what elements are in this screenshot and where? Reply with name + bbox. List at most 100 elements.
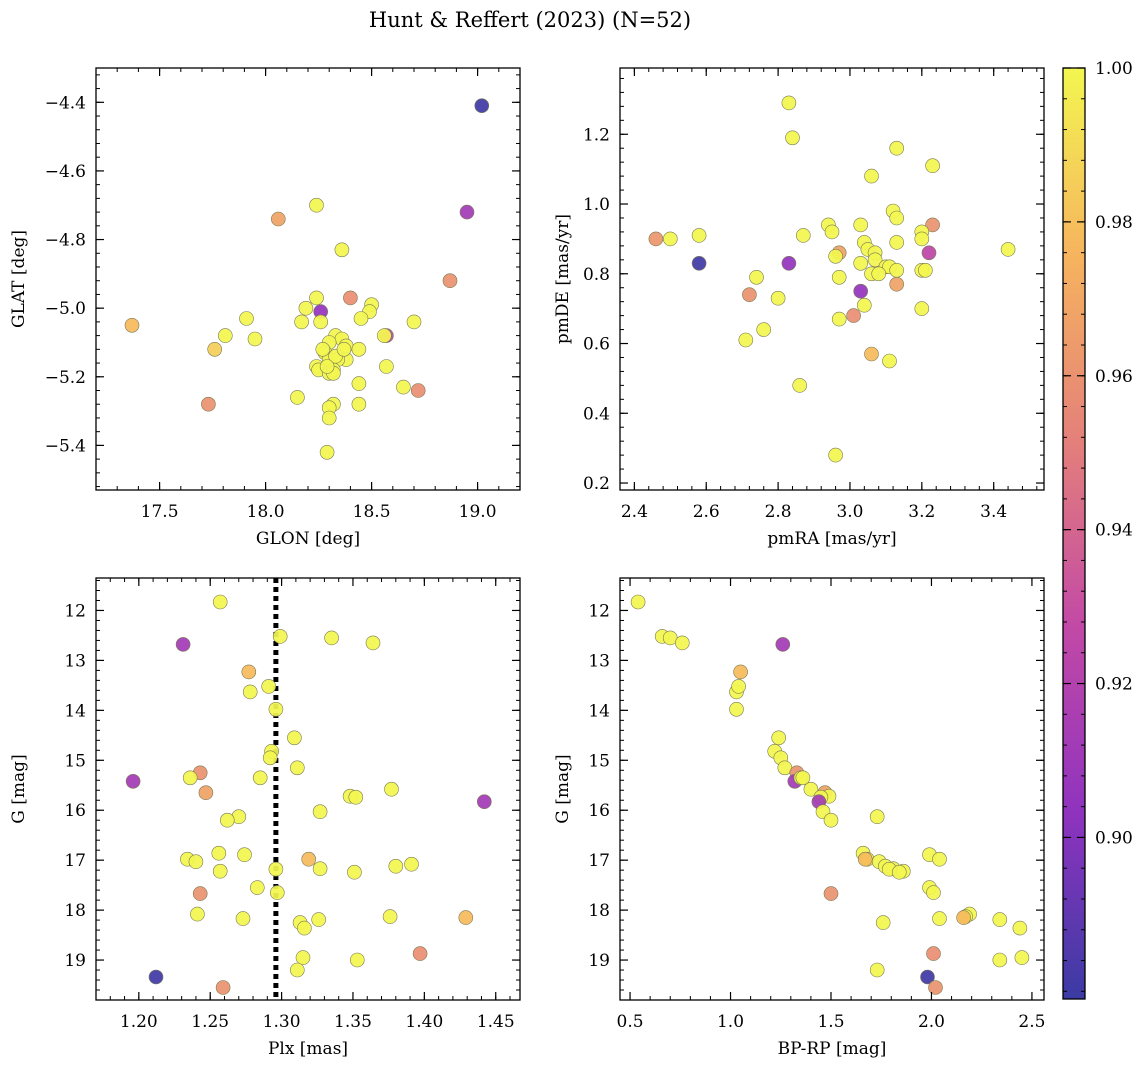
data-point	[775, 637, 791, 652]
data-point	[828, 248, 843, 264]
data-point	[795, 228, 811, 243]
y-tick-label: 14	[64, 701, 86, 721]
data-point	[289, 962, 305, 978]
data-point	[738, 332, 754, 348]
y-tick-label: −5.0	[45, 299, 86, 319]
x-axis-label: pmRA [mas/yr]	[767, 529, 896, 549]
data-point	[412, 946, 428, 961]
data-point	[925, 158, 940, 173]
data-point	[312, 861, 328, 877]
y-tick-label: −4.8	[45, 231, 86, 251]
x-tick-label: 17.5	[141, 502, 179, 522]
data-point	[272, 629, 288, 644]
data-point	[297, 920, 312, 936]
data-point	[247, 331, 263, 347]
colorbar-tick-label: 0.98	[1095, 213, 1133, 233]
axes-frame	[619, 577, 1045, 1001]
x-tick-label: 1.30	[263, 1012, 301, 1032]
data-point	[269, 885, 285, 900]
data-point	[831, 269, 847, 285]
data-point	[882, 353, 897, 369]
data-point	[831, 311, 847, 327]
data-point	[237, 847, 252, 863]
data-point	[926, 946, 941, 961]
data-point	[823, 886, 839, 901]
data-point	[891, 864, 907, 880]
data-point	[343, 290, 358, 306]
data-point	[382, 909, 398, 924]
data-point	[192, 886, 208, 901]
y-tick-label: 1.0	[583, 195, 610, 215]
y-tick-label: 0.8	[583, 265, 610, 285]
data-point	[914, 301, 930, 316]
data-point	[220, 812, 235, 828]
data-point	[869, 962, 885, 978]
data-point	[871, 266, 887, 282]
colorbar-gradient	[1062, 67, 1086, 1000]
data-point	[889, 276, 905, 292]
data-point	[648, 231, 664, 247]
colorbar-tick-label: 0.94	[1095, 521, 1133, 541]
data-point	[211, 845, 227, 861]
data-point	[198, 785, 214, 801]
data-point	[474, 98, 490, 113]
data-point	[630, 594, 646, 610]
y-tick-label: 19	[64, 951, 86, 971]
data-point	[212, 863, 228, 879]
x-tick-label: 1.40	[405, 1012, 443, 1032]
y-tick-label: 16	[588, 801, 610, 821]
data-point	[215, 980, 231, 995]
y-axis-label: G [mag]	[9, 754, 29, 823]
data-point	[458, 910, 474, 925]
data-point	[459, 204, 475, 220]
axes-frame	[95, 577, 521, 1001]
x-axis-label: Plx [mas]	[268, 1039, 348, 1059]
data-point	[846, 308, 861, 323]
data-point	[218, 328, 233, 343]
data-point	[249, 880, 265, 895]
data-point	[319, 444, 335, 460]
data-point	[242, 684, 258, 700]
data-point	[347, 864, 362, 880]
y-tick-label: 0.6	[583, 335, 610, 355]
data-point	[384, 781, 399, 797]
data-point	[733, 664, 748, 680]
x-tick-label: 2.6	[693, 502, 720, 522]
scatter-points	[125, 594, 492, 995]
data-point	[869, 809, 885, 825]
data-point	[353, 311, 369, 326]
data-point	[336, 341, 352, 357]
data-point	[824, 224, 840, 240]
data-point	[749, 269, 764, 285]
data-point	[932, 851, 947, 867]
y-tick-label: 19	[588, 951, 610, 971]
data-point	[289, 760, 305, 776]
y-tick-label: −5.2	[45, 368, 86, 388]
y-tick-label: 12	[588, 601, 610, 621]
y-tick-label: 0.4	[583, 404, 610, 424]
y-tick-label: −4.6	[45, 162, 86, 182]
data-point	[785, 130, 800, 146]
scatter-points	[124, 98, 490, 460]
scatter-points	[648, 95, 1016, 463]
panel-glat-vs-glon: 17.5 18.0 18.5 19.0 −5.4 −5.2 −5.0 −4.8 −4.6 −4.4…	[9, 67, 521, 549]
data-point	[241, 664, 257, 680]
x-tick-label: 1.45	[477, 1012, 515, 1032]
data-point	[742, 287, 757, 303]
data-point	[125, 773, 141, 789]
x-tick-label: 3.4	[980, 502, 1007, 522]
data-point	[252, 770, 268, 786]
x-axis-label: GLON [deg]	[256, 529, 360, 549]
data-point	[1014, 950, 1030, 965]
data-point	[792, 378, 808, 393]
data-point	[268, 861, 284, 877]
data-point	[319, 359, 335, 374]
x-tick-label: 1.5	[817, 1012, 844, 1032]
data-point	[867, 252, 883, 268]
data-point	[691, 228, 707, 243]
y-tick-label: 15	[64, 751, 86, 771]
x-tick-label: 1.35	[334, 1012, 372, 1032]
y-tick-label: 18	[64, 901, 86, 921]
data-point	[920, 969, 935, 985]
data-point	[379, 359, 394, 374]
